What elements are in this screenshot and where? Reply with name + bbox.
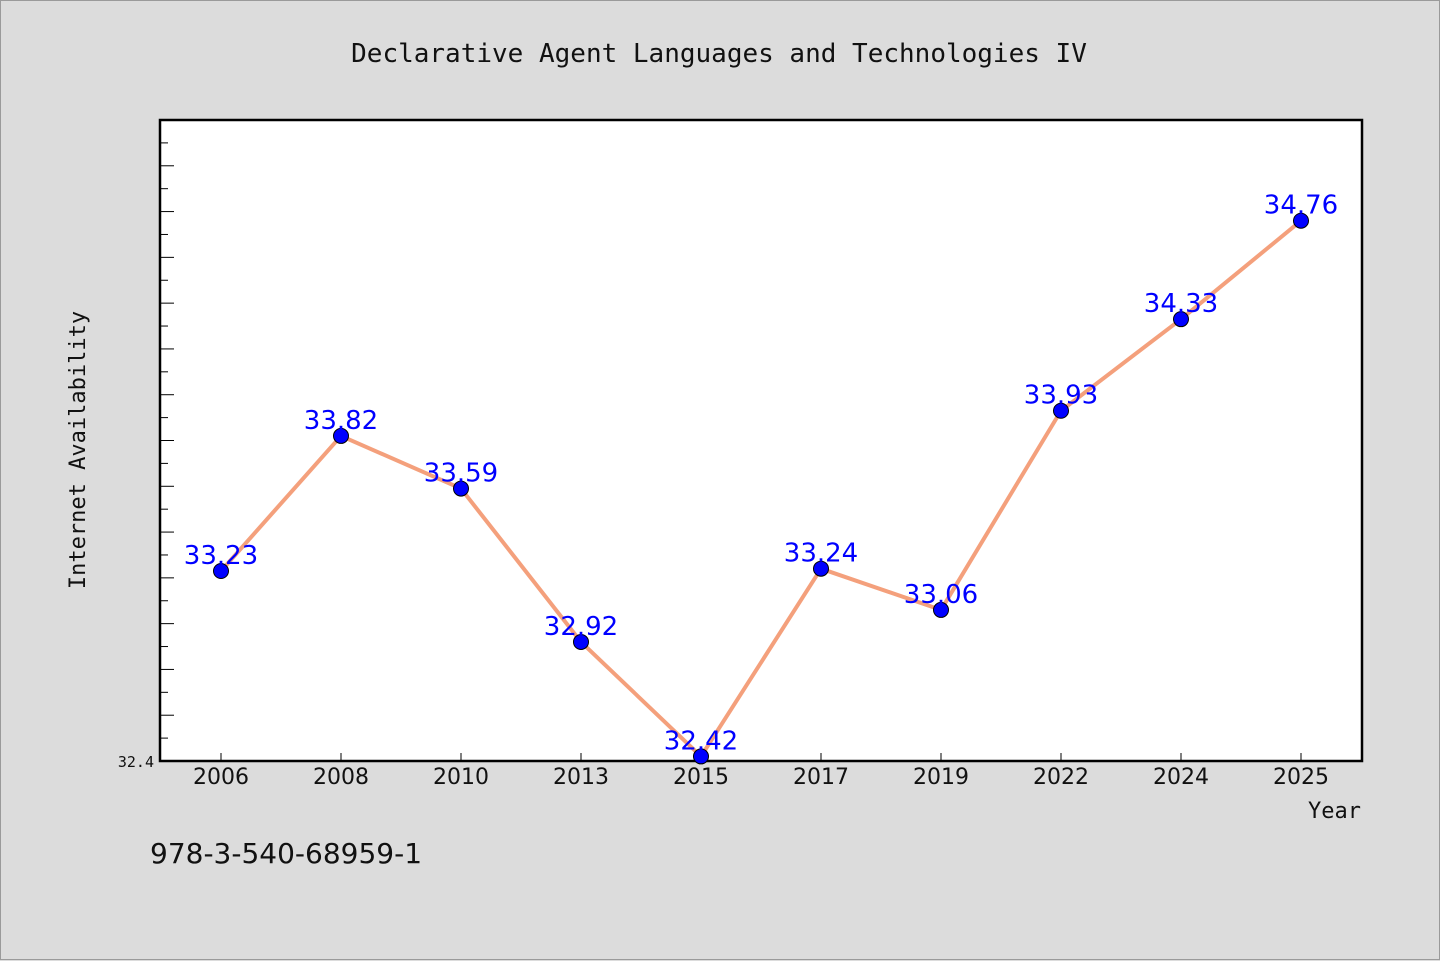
data-point [453, 480, 469, 497]
x-tick-label: 2010 [433, 765, 489, 790]
data-label: 33.93 [1024, 381, 1098, 411]
data-point [333, 427, 349, 444]
x-tick-label: 2015 [673, 765, 729, 790]
data-label: 33.23 [184, 541, 258, 571]
x-axis-label: Year [1308, 799, 1361, 824]
data-point [213, 562, 229, 579]
data-point [1173, 311, 1189, 328]
y-axis-label: Internet Availability [66, 311, 91, 589]
x-tick-label: 2008 [313, 765, 369, 790]
y-axis: 32.4 [118, 142, 174, 771]
data-point [573, 633, 589, 650]
data-label: 34.33 [1144, 289, 1218, 319]
y-tick-label: 32.4 [118, 753, 154, 771]
data-point [1293, 212, 1309, 229]
series-layer: 33.23 33.82 33.59 32.92 32.42 33.24 33.06 33.93… [184, 191, 1338, 765]
data-point [693, 748, 709, 765]
footnote-isbn: 978-3-540-68959-1 [150, 837, 422, 870]
data-label: 33.59 [424, 459, 498, 489]
x-tick-label: 2019 [913, 765, 969, 790]
data-label: 34.76 [1264, 191, 1338, 221]
x-tick-label: 2013 [553, 765, 609, 790]
data-label: 32.42 [664, 726, 738, 756]
chart-title: Declarative Agent Languages and Technolo… [351, 39, 1087, 69]
series-line [219, 218, 1303, 759]
data-point [1053, 402, 1069, 419]
data-label: 33.82 [304, 406, 378, 436]
data-point [813, 560, 829, 577]
x-tick-label: 2006 [193, 765, 249, 790]
x-tick-label: 2025 [1273, 765, 1329, 790]
data-label: 32.92 [544, 612, 618, 642]
x-axis: 2006 2008 2010 2013 2015 2017 2019 2022 2024 2025 [193, 753, 1329, 790]
x-tick-label: 2022 [1033, 765, 1089, 790]
x-tick-label: 2024 [1153, 765, 1209, 790]
data-label: 33.06 [904, 580, 978, 610]
plot-area [158, 118, 1364, 763]
x-tick-label: 2017 [793, 765, 849, 790]
data-point [933, 601, 949, 618]
data-label: 33.24 [784, 539, 858, 569]
